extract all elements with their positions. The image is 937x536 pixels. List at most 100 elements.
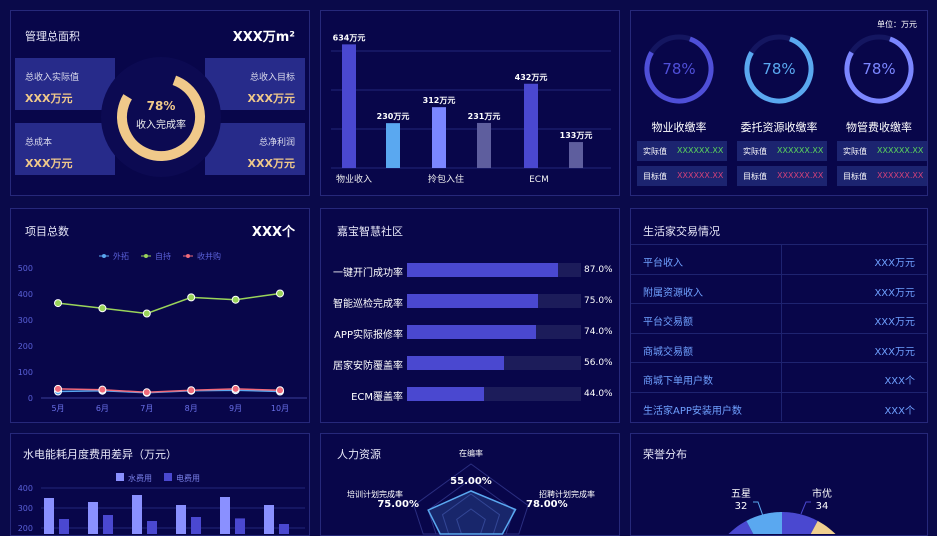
data-point xyxy=(187,386,196,395)
data-point xyxy=(98,385,107,394)
y-tick-label: 400 xyxy=(18,290,33,299)
collection-panel: 单位：万元 78% 物业收缴率 实际值 XXXXXX.XX 目标值 XXXXXX.X… xyxy=(630,10,928,196)
y-tick-label: 400 xyxy=(18,484,33,493)
category-label: ECM xyxy=(529,175,549,185)
metric-bar xyxy=(407,356,505,370)
stat-total-cost: 总成本 XXX万元 xyxy=(15,123,115,175)
legend-swatch xyxy=(164,473,172,481)
metric-label: APP实际报修率 xyxy=(334,330,403,341)
data-point xyxy=(187,293,196,302)
data-point xyxy=(231,384,240,393)
x-tick-label: 7月 xyxy=(140,404,153,413)
bar xyxy=(191,517,201,534)
data-point xyxy=(276,289,284,298)
trade-row: 附属资源收入 XXX万元 xyxy=(631,273,927,303)
legend-label: 收并购 xyxy=(197,251,221,261)
bar xyxy=(477,122,491,168)
metric-value: 87.0% xyxy=(584,265,613,275)
trade-row: 商城交易额 XXX万元 xyxy=(631,332,927,362)
bar xyxy=(279,524,289,534)
gauge-percent: 78% xyxy=(862,60,896,78)
metric-bar xyxy=(407,325,536,339)
energy-bar-chart: 200 300 400 水费用 电费用 xyxy=(18,473,305,534)
legend-label: 电费用 xyxy=(176,473,200,483)
projects-line-chart: 0 100 200 300 400 500 5月 6月 7月 8月 9月 10月 外拓 自持 收并购 xyxy=(18,251,307,413)
label-line xyxy=(753,501,764,517)
community-panel: 嘉宝智慧社区 一键开门成功率 87.0% 智能巡检完成率 75.0% APP实际报修… xyxy=(320,208,620,423)
energy-title: 水电能耗月度费用差异（万元） xyxy=(23,448,177,461)
y-tick-label: 300 xyxy=(18,504,33,513)
area-value: XXX万m² xyxy=(232,30,295,45)
bar-label: 230万元 xyxy=(377,112,410,121)
donut-caption: 收入完成率 xyxy=(136,120,186,131)
metric-value: 75.0% xyxy=(584,296,613,306)
bar-label: 634万元 xyxy=(333,33,366,42)
data-point xyxy=(231,295,240,304)
bar xyxy=(103,515,113,534)
gauge-target-row: 目标值 XXXXXX.XX xyxy=(637,166,727,186)
energy-panel: 水电能耗月度费用差异（万元） 200 300 400 水费用 电费用 xyxy=(10,433,310,536)
bar xyxy=(176,505,186,534)
unit-label: 单位：万元 xyxy=(877,20,917,29)
metric-label: 智能巡检完成率 xyxy=(333,299,403,310)
area-panel: 管理总面积 XXX万m² 总收入实际值 XXX万元 总收入目标 XXX万元 总成本 X… xyxy=(10,10,310,196)
y-tick-label: 200 xyxy=(18,524,33,533)
data-point xyxy=(54,384,62,393)
bar xyxy=(59,519,69,534)
y-tick-label: 500 xyxy=(18,264,33,273)
slice-label: 五星 xyxy=(731,488,751,500)
pie-slice xyxy=(746,512,782,534)
pie-slice xyxy=(728,520,754,534)
y-tick-label: 0 xyxy=(28,394,33,403)
revenue-panel: 634万元 230万元 312万元 231万元 432万元 133万元 物业收入 拎包入住 EC… xyxy=(320,10,620,196)
x-tick-label: 5月 xyxy=(51,404,64,413)
y-tick-label: 300 xyxy=(18,316,33,325)
axis-value: 55.00% xyxy=(450,476,492,487)
trade-row: 生活家APP安装用户数 XXX个 xyxy=(631,391,927,421)
slice-value: 34 xyxy=(816,501,829,512)
stat-net-profit: 总净利润 XXX万元 xyxy=(205,123,305,175)
bar xyxy=(432,107,446,168)
bar xyxy=(569,142,583,168)
x-tick-label: 8月 xyxy=(185,404,198,413)
label-line xyxy=(800,501,811,515)
bar xyxy=(88,502,98,534)
legend-label: 自持 xyxy=(155,251,171,261)
stat-income-target: 总收入目标 XXX万元 xyxy=(205,58,305,110)
x-tick-label: 6月 xyxy=(96,404,109,413)
x-tick-label: 9月 xyxy=(229,404,242,413)
metric-label: 一键开门成功率 xyxy=(333,268,403,279)
metric-bar xyxy=(407,294,538,308)
bar-label: 432万元 xyxy=(515,73,548,82)
bar xyxy=(235,518,245,534)
trade-title: 生活家交易情况 xyxy=(643,225,720,238)
metric-value: 74.0% xyxy=(584,327,613,337)
gauge-percent: 78% xyxy=(762,60,796,78)
bar xyxy=(220,497,230,534)
legend-marker xyxy=(102,254,106,258)
legend-swatch xyxy=(116,473,124,481)
hr-title: 人力资源 xyxy=(337,448,381,461)
pie-slice xyxy=(810,520,836,534)
projects-panel: 项目总数 XXX个 0 100 200 300 400 500 5月 6月 7月 8月 9月 10月 外… xyxy=(10,208,310,423)
gauge-label: 物业收缴率 xyxy=(651,121,707,134)
data-point xyxy=(142,388,151,397)
metric-bar xyxy=(407,263,559,277)
trade-panel: 生活家交易情况 平台收入 XXX万元 附属资源收入 XXX万元 平台交易额 XXX万元 商城… xyxy=(630,208,928,423)
bar xyxy=(524,83,538,168)
slice-value: 32 xyxy=(735,501,748,512)
gauge-actual-row: 实际值 XXXXXX.XX xyxy=(637,141,727,161)
axis-label: 招聘计划完成率 xyxy=(539,489,595,499)
bar xyxy=(386,123,400,168)
area-title: 管理总面积 xyxy=(25,30,80,43)
trade-row: 平台交易额 XXX万元 xyxy=(631,303,927,333)
data-point xyxy=(54,299,62,308)
radar-area xyxy=(427,490,517,535)
axis-label: 在编率 xyxy=(459,448,483,458)
community-title: 嘉宝智慧社区 xyxy=(337,225,403,238)
pie-slice xyxy=(782,512,818,534)
axis-value: 78.00% xyxy=(526,499,568,510)
x-tick-label: 10月 xyxy=(271,404,289,413)
